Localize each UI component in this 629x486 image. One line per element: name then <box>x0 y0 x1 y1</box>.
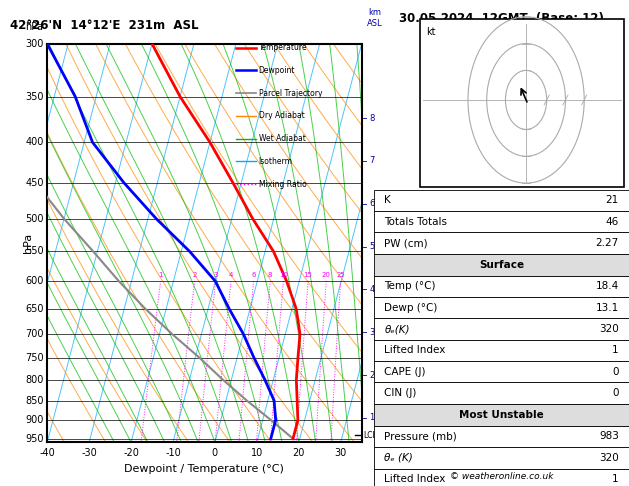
Text: 1: 1 <box>369 414 375 422</box>
Text: 30.05.2024  12GMT  (Base: 12): 30.05.2024 12GMT (Base: 12) <box>399 12 604 25</box>
Text: 4: 4 <box>369 285 375 294</box>
Text: 1: 1 <box>159 272 163 278</box>
Text: 5: 5 <box>369 242 375 251</box>
Text: 650: 650 <box>26 304 44 313</box>
Text: 1: 1 <box>612 346 619 355</box>
Text: 46: 46 <box>606 217 619 226</box>
Text: 18.4: 18.4 <box>596 281 619 291</box>
Text: 10: 10 <box>279 272 288 278</box>
Text: 15: 15 <box>304 272 313 278</box>
Text: 600: 600 <box>26 276 44 286</box>
Text: 8: 8 <box>268 272 272 278</box>
Text: 400: 400 <box>26 138 44 147</box>
Bar <box>374 469 629 486</box>
Text: Mixing Ratio: Mixing Ratio <box>259 179 306 189</box>
Text: 900: 900 <box>26 415 44 425</box>
Text: 2: 2 <box>192 272 197 278</box>
Text: Dewpoint: Dewpoint <box>259 66 295 75</box>
Text: Pressure (mb): Pressure (mb) <box>384 432 457 441</box>
Text: Isotherm: Isotherm <box>259 157 292 166</box>
Text: 1: 1 <box>612 474 619 484</box>
Bar <box>374 276 629 297</box>
Text: 4: 4 <box>229 272 233 278</box>
Text: LCL: LCL <box>363 431 377 439</box>
Text: Temp (°C): Temp (°C) <box>384 281 436 291</box>
Bar <box>374 340 629 361</box>
Text: 6: 6 <box>369 199 375 208</box>
Text: K: K <box>384 195 391 205</box>
Bar <box>374 232 629 254</box>
Text: CAPE (J): CAPE (J) <box>384 367 426 377</box>
Text: 20: 20 <box>322 272 331 278</box>
Bar <box>374 318 629 340</box>
Text: 25: 25 <box>337 272 345 278</box>
Text: Dewp (°C): Dewp (°C) <box>384 303 438 312</box>
Text: 800: 800 <box>26 375 44 385</box>
Text: CIN (J): CIN (J) <box>384 388 417 398</box>
Text: 42°26'N  14°12'E  231m  ASL: 42°26'N 14°12'E 231m ASL <box>9 19 198 32</box>
Text: 0: 0 <box>612 388 619 398</box>
Bar <box>374 190 629 211</box>
Text: PW (cm): PW (cm) <box>384 238 428 248</box>
Text: Temperature: Temperature <box>259 43 307 52</box>
Text: 950: 950 <box>26 434 44 444</box>
Text: 13.1: 13.1 <box>596 303 619 312</box>
Text: θₑ (K): θₑ (K) <box>384 453 413 463</box>
Text: Mixing Ratio (g/kg): Mixing Ratio (g/kg) <box>386 203 394 283</box>
Bar <box>374 254 629 276</box>
Text: -40: -40 <box>39 448 55 458</box>
Text: 983: 983 <box>599 432 619 441</box>
Text: 0: 0 <box>212 448 218 458</box>
Bar <box>374 211 629 232</box>
Text: 3: 3 <box>369 328 375 337</box>
Text: 20: 20 <box>292 448 305 458</box>
Text: Parcel Trajectory: Parcel Trajectory <box>259 88 322 98</box>
Text: Lifted Index: Lifted Index <box>384 474 446 484</box>
Text: θₑ(K): θₑ(K) <box>384 324 410 334</box>
Bar <box>374 404 629 426</box>
Text: © weatheronline.co.uk: © weatheronline.co.uk <box>450 472 554 481</box>
Text: 350: 350 <box>26 91 44 102</box>
Text: 2: 2 <box>369 371 375 380</box>
Bar <box>374 426 629 447</box>
Text: 450: 450 <box>26 178 44 188</box>
Text: 850: 850 <box>26 396 44 405</box>
Bar <box>374 361 629 382</box>
Text: hPa: hPa <box>25 22 43 32</box>
Text: -20: -20 <box>123 448 139 458</box>
Text: 3: 3 <box>213 272 218 278</box>
Text: 750: 750 <box>25 353 44 363</box>
Text: 21: 21 <box>606 195 619 205</box>
Text: 300: 300 <box>26 39 44 49</box>
Text: 30: 30 <box>335 448 347 458</box>
Text: 10: 10 <box>251 448 263 458</box>
Text: Most Unstable: Most Unstable <box>459 410 544 420</box>
Text: 7: 7 <box>369 156 375 165</box>
Text: 0: 0 <box>612 367 619 377</box>
Text: 6: 6 <box>252 272 256 278</box>
Text: -30: -30 <box>81 448 97 458</box>
Text: Lifted Index: Lifted Index <box>384 346 446 355</box>
Text: 320: 320 <box>599 453 619 463</box>
Text: 500: 500 <box>26 214 44 224</box>
Text: Wet Adiabat: Wet Adiabat <box>259 134 306 143</box>
Bar <box>374 382 629 404</box>
Text: Dry Adiabat: Dry Adiabat <box>259 111 304 121</box>
Bar <box>420 19 624 187</box>
Text: km
ASL: km ASL <box>367 8 382 28</box>
Text: 2.27: 2.27 <box>596 238 619 248</box>
Text: kt: kt <box>426 27 436 37</box>
Bar <box>374 297 629 318</box>
Bar <box>374 447 629 469</box>
Text: Totals Totals: Totals Totals <box>384 217 447 226</box>
Text: hPa: hPa <box>23 233 33 253</box>
Text: -10: -10 <box>165 448 181 458</box>
Text: 550: 550 <box>25 246 44 257</box>
Text: 700: 700 <box>26 329 44 339</box>
Text: 8: 8 <box>369 114 375 122</box>
Text: Dewpoint / Temperature (°C): Dewpoint / Temperature (°C) <box>125 464 284 474</box>
Text: Surface: Surface <box>479 260 524 270</box>
Text: 320: 320 <box>599 324 619 334</box>
